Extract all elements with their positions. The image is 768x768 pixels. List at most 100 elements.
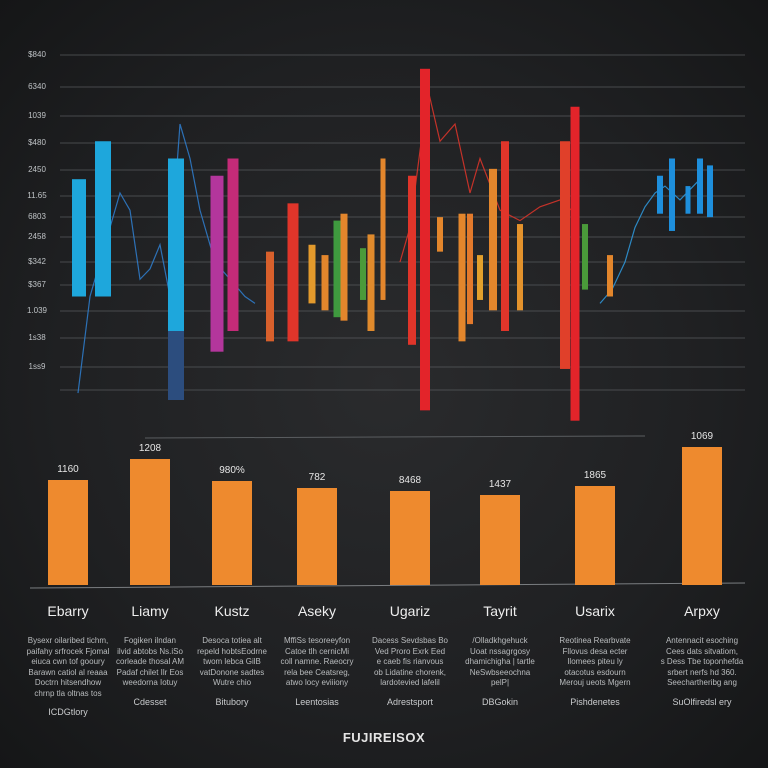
y-tick-label: $840: [28, 50, 46, 59]
category-label: Usarix: [575, 603, 615, 619]
description-footer: SuOlfiredsl ery: [672, 696, 732, 707]
description-footer: Leentosias: [295, 696, 339, 707]
description-footer: ICDGtlory: [48, 707, 88, 717]
description-line: pelP|: [490, 678, 510, 687]
description-footer: DBGokin: [481, 696, 518, 707]
floating-bar: [607, 255, 613, 297]
description-line: otacotus esdourn: [564, 667, 626, 677]
description-line: Fllovus desa ecter: [562, 646, 628, 656]
description-line: ilvid abtobs Ns.iSo: [117, 646, 183, 656]
description-line: Barawn catiol al reaaa: [28, 667, 108, 677]
description-line: Seechartheribg ang: [667, 678, 737, 687]
y-tick-label: 6803: [28, 212, 46, 221]
y-tick-label: 1ss9: [28, 362, 46, 371]
description-line: s Dess Tbe toponhefda: [660, 657, 744, 666]
description-line: chrnp tla oltnas tos: [34, 688, 102, 698]
floating-bar: [582, 224, 588, 290]
description-block: MffiSs tesoreeyfon Catoe tlh cernicMi coll…: [274, 636, 360, 707]
description-line: repeld hobtsEodrne: [197, 646, 267, 656]
y-tick-label: 1s38: [28, 333, 46, 342]
floating-bar: [489, 168, 497, 311]
floating-bar: [72, 179, 86, 297]
floating-bar: [95, 141, 111, 297]
y-tick-label: 1039: [28, 111, 46, 120]
bar: [297, 488, 337, 585]
floating-bar: [697, 158, 703, 214]
category-label: Arpxy: [684, 603, 720, 619]
description-block: /Olladkhgehuck Uoat nssagrgosy dhamichigha…: [457, 636, 543, 707]
bar: [48, 480, 88, 585]
floating-bar: [367, 234, 375, 331]
bar-value-label: 1069: [690, 431, 714, 442]
description-line: dhamichigha | tartle: [465, 657, 535, 666]
description-line: Dacess Sevdsbas Bo: [371, 636, 449, 645]
category-label: Ugariz: [389, 603, 431, 619]
floating-bar: [333, 220, 341, 318]
description-footer: Bitubory: [215, 696, 249, 707]
description-line: Cees dats sitvatiom,: [665, 646, 739, 656]
floating-bar: [420, 68, 430, 411]
floating-bar: [669, 158, 675, 231]
bar-value-label: 8468: [398, 475, 422, 486]
floating-bar: [360, 248, 366, 300]
floating-bar: [168, 158, 184, 331]
y-tick-label: 6340: [28, 82, 46, 91]
y-tick-label: $367: [28, 280, 46, 289]
floating-bar: [657, 175, 663, 214]
description-line: atwo locy eviiiony: [285, 678, 349, 687]
floating-bar: [560, 141, 570, 369]
floating-bar: [517, 224, 523, 311]
description-line: rela bee Ceatsreg,: [284, 667, 350, 677]
description-block: Bysexr oilaribed tichm, paifahy srfrocek …: [25, 636, 111, 718]
floating-bar: [437, 217, 443, 252]
floating-bar: [380, 158, 386, 300]
description-line: Padaf chilet Ilr Eos: [116, 667, 184, 677]
description-line: Merouj ueots Mgern: [559, 678, 631, 687]
description-line: Ved Proro Exrk Eed: [374, 646, 446, 656]
bar: [390, 491, 430, 585]
description-footer: Cdesset: [133, 696, 167, 707]
bar-value-label: 1437: [488, 479, 512, 490]
description-line: Wutre chio: [212, 678, 252, 687]
description-footer: Pishdenetes: [570, 696, 620, 707]
description-line: Ilomees piteu ly: [567, 657, 623, 666]
category-label: Liamy: [131, 603, 169, 619]
floating-bar: [340, 213, 348, 321]
description-line: e caeb fis rianvous: [376, 657, 444, 666]
y-tick-label: $480: [28, 138, 46, 147]
y-tick-label: $342: [28, 257, 46, 266]
floating-bar: [570, 106, 580, 421]
description-line: Uoat nssagrgosy: [469, 646, 531, 656]
category-label: Aseky: [297, 603, 337, 619]
y-tick-label: 2450: [28, 165, 46, 174]
description-line: /Olladkhgehuck: [472, 636, 528, 645]
floating-bar: [321, 255, 329, 311]
floating-bar: [501, 141, 509, 331]
description-line: lardotevied lafelil: [380, 678, 440, 687]
floating-bar: [287, 203, 299, 342]
bar-value-label: 980%: [219, 465, 245, 476]
floating-bar: [477, 255, 483, 300]
description-line: weedorna Iotuy: [122, 678, 178, 687]
description-line: corleade thosal AM: [115, 657, 185, 666]
category-label: Ebarry: [47, 603, 89, 619]
description-line: MffiSs tesoreeyfon: [283, 636, 351, 645]
y-tick-label: 11.65: [27, 191, 47, 200]
description-line: Antennacit esoching: [665, 636, 739, 645]
description-line: NeSwbseeochna: [469, 667, 531, 677]
description-line: vatDonone sadtes: [199, 667, 265, 677]
floating-bar: [210, 175, 224, 352]
description-block: Fogiken ilndan ilvid abtobs Ns.iSo corlead…: [107, 636, 193, 707]
floating-bar: [458, 213, 466, 342]
description-line: Bysexr oilaribed tichm,: [27, 636, 109, 645]
description-line: srbert nerfs hd 360.: [667, 667, 737, 677]
description-block: Dacess Sevdsbas Bo Ved Proro Exrk Eed e ca…: [367, 636, 453, 707]
bar: [480, 495, 520, 585]
bar: [575, 486, 615, 585]
description-line: eiuca cwn tof gooury: [31, 657, 105, 666]
floating-bar: [266, 251, 274, 342]
floating-bar: [308, 244, 316, 304]
bar-value-label: 1865: [583, 470, 607, 481]
description-line: Fogiken ilndan: [123, 636, 177, 645]
